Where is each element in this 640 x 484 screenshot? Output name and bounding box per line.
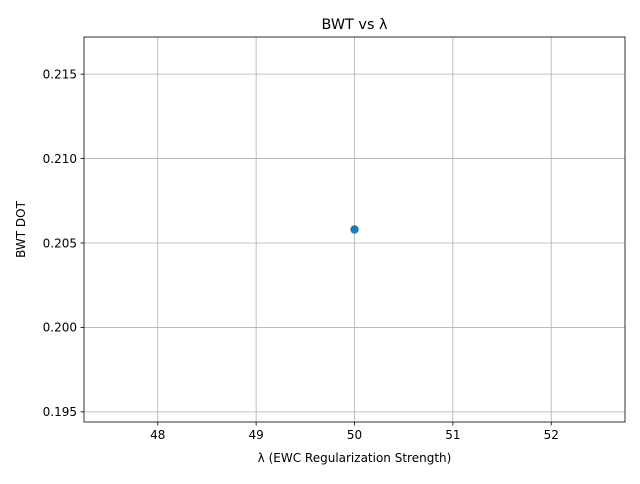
x-tick-label: 48	[150, 428, 165, 442]
y-tick-label: 0.195	[43, 405, 77, 419]
x-tick-label: 51	[445, 428, 460, 442]
y-axis-ticks: 0.195 0.200 0.205 0.210 0.215	[43, 67, 84, 419]
x-axis-label: λ (EWC Regularization Strength)	[258, 451, 452, 465]
chart-title: BWT vs λ	[321, 17, 388, 33]
data-points	[350, 225, 359, 234]
x-tick-label: 52	[544, 428, 559, 442]
y-tick-label: 0.215	[43, 67, 77, 81]
y-axis-label: BWT DOT	[14, 200, 28, 258]
x-tick-label: 49	[248, 428, 263, 442]
data-point	[350, 225, 359, 234]
x-axis-ticks: 48 49 50 51 52	[150, 422, 559, 442]
y-tick-label: 0.200	[43, 321, 77, 335]
y-tick-label: 0.205	[43, 236, 77, 250]
y-tick-label: 0.210	[43, 152, 77, 166]
grid-lines	[84, 37, 625, 422]
x-tick-label: 50	[347, 428, 362, 442]
